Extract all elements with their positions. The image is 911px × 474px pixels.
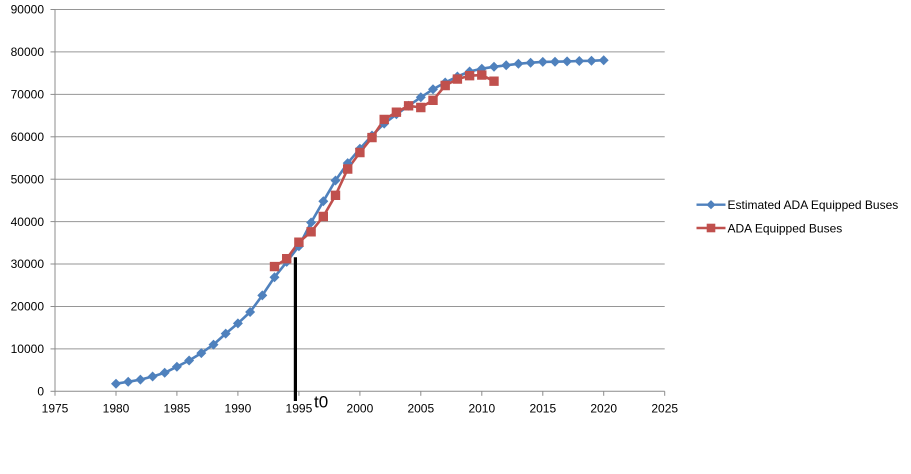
svg-text:2025: 2025: [651, 402, 678, 416]
svg-text:10000: 10000: [11, 342, 45, 356]
svg-text:2020: 2020: [590, 402, 617, 416]
svg-text:1985: 1985: [164, 402, 191, 416]
svg-text:1975: 1975: [42, 402, 69, 416]
svg-text:2010: 2010: [468, 402, 495, 416]
svg-text:ADA Equipped Buses: ADA Equipped Buses: [728, 221, 843, 235]
svg-text:Estimated ADA Equipped Buses: Estimated ADA Equipped Buses: [728, 198, 899, 212]
svg-text:90000: 90000: [11, 3, 45, 17]
svg-text:60000: 60000: [11, 130, 45, 144]
svg-text:30000: 30000: [11, 257, 45, 271]
svg-text:50000: 50000: [11, 172, 45, 186]
svg-text:70000: 70000: [11, 88, 45, 102]
svg-text:2005: 2005: [407, 402, 434, 416]
svg-text:40000: 40000: [11, 215, 45, 229]
svg-text:1990: 1990: [225, 402, 252, 416]
svg-text:2000: 2000: [347, 402, 374, 416]
svg-text:1980: 1980: [103, 402, 130, 416]
svg-text:2015: 2015: [529, 402, 556, 416]
svg-text:t0: t0: [314, 392, 328, 411]
svg-text:0: 0: [37, 385, 44, 399]
svg-text:80000: 80000: [11, 45, 45, 59]
svg-text:1995: 1995: [286, 402, 313, 416]
svg-text:20000: 20000: [11, 300, 45, 314]
